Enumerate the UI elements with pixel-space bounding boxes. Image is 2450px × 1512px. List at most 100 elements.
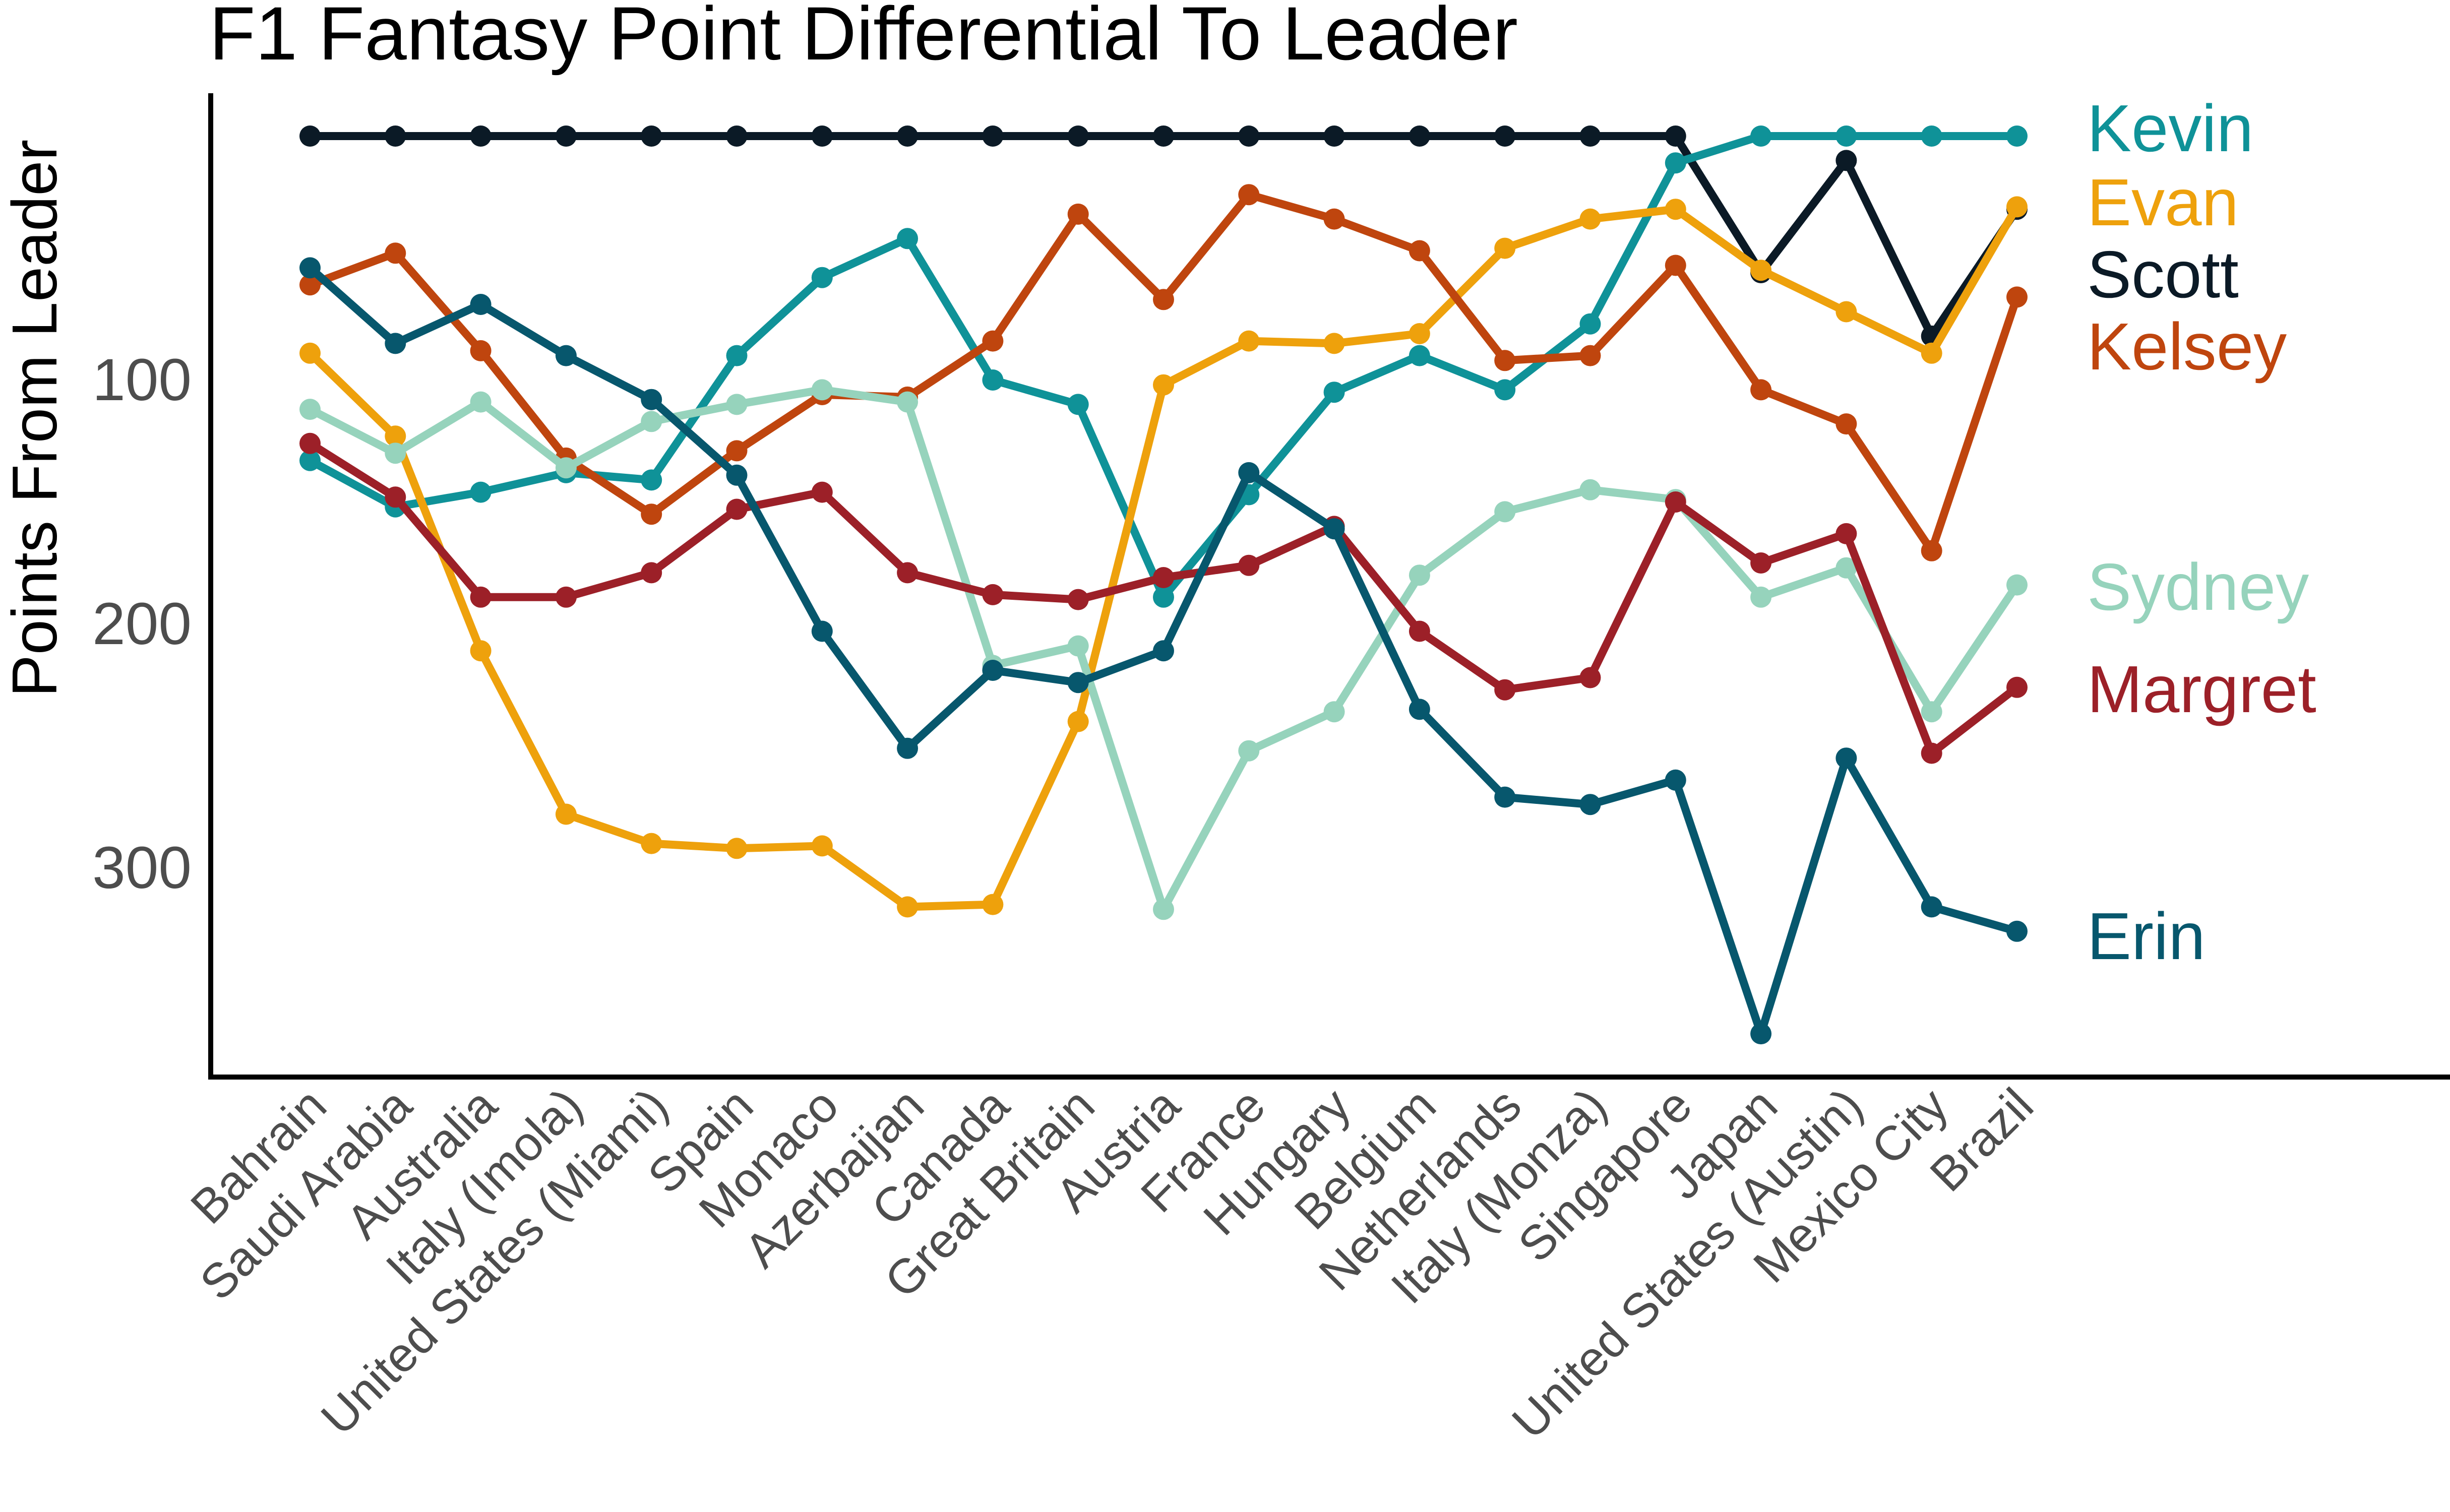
data-point xyxy=(811,267,833,288)
data-point xyxy=(1835,301,1857,323)
data-point xyxy=(897,562,918,584)
data-point xyxy=(1238,125,1260,147)
data-point xyxy=(470,391,492,413)
series-label-kevin: Kevin xyxy=(2087,91,2253,165)
data-point xyxy=(897,737,918,759)
data-point xyxy=(897,228,918,249)
data-point xyxy=(811,835,833,857)
data-point xyxy=(1750,125,1772,147)
data-point xyxy=(555,803,577,825)
data-point xyxy=(1665,125,1686,147)
data-point xyxy=(982,660,1004,681)
data-point xyxy=(470,640,492,662)
data-point xyxy=(811,620,833,642)
data-point xyxy=(1665,491,1686,513)
data-point xyxy=(641,469,662,491)
series-kelsey xyxy=(299,184,2028,561)
data-point xyxy=(299,342,321,364)
data-point xyxy=(1153,125,1174,147)
series-line xyxy=(306,191,2021,555)
data-point xyxy=(982,584,1004,605)
data-point xyxy=(641,389,662,410)
data-point xyxy=(1323,333,1345,354)
data-point xyxy=(1750,1023,1772,1045)
data-point xyxy=(1921,896,1942,918)
data-point xyxy=(1835,747,1857,769)
data-point xyxy=(299,274,321,296)
data-point xyxy=(299,125,321,147)
data-point xyxy=(299,257,321,279)
data-point xyxy=(470,340,492,361)
data-point xyxy=(641,833,662,854)
series-label-erin: Erin xyxy=(2087,899,2206,973)
data-point xyxy=(1921,342,1942,364)
data-point xyxy=(1579,208,1601,230)
data-point xyxy=(726,838,748,859)
data-point xyxy=(385,242,406,264)
data-point xyxy=(1238,740,1260,762)
data-point xyxy=(1494,679,1516,701)
data-point xyxy=(1665,255,1686,276)
data-point xyxy=(1494,237,1516,259)
data-point xyxy=(1494,125,1516,147)
data-point xyxy=(1579,794,1601,815)
data-point xyxy=(641,503,662,525)
series-layer xyxy=(299,125,2028,1045)
data-point xyxy=(1665,152,1686,174)
data-point xyxy=(1238,330,1260,352)
y-tick-label: 200 xyxy=(92,591,192,657)
data-point xyxy=(726,440,748,462)
data-point xyxy=(1238,462,1260,483)
data-point xyxy=(299,399,321,420)
data-point xyxy=(811,481,833,503)
data-point xyxy=(1408,699,1430,720)
data-point xyxy=(385,125,406,147)
y-tick-label: 100 xyxy=(92,347,192,413)
data-point xyxy=(1579,479,1601,500)
data-point xyxy=(1494,350,1516,371)
data-point xyxy=(641,562,662,584)
y-tick-label: 300 xyxy=(92,835,192,901)
data-point xyxy=(1921,701,1942,723)
data-point xyxy=(1067,394,1089,415)
data-point xyxy=(1750,379,1772,401)
series-label-kelsey: Kelsey xyxy=(2087,309,2287,384)
data-point xyxy=(1323,518,1345,540)
data-point xyxy=(897,391,918,413)
data-point xyxy=(2006,125,2028,147)
data-point xyxy=(1750,260,1772,281)
chart-title: F1 Fantasy Point Differential To Leader xyxy=(209,0,1518,76)
series-kevin xyxy=(299,125,2028,608)
data-point xyxy=(897,896,918,918)
data-point xyxy=(1579,313,1601,335)
data-point xyxy=(1067,125,1089,147)
data-point xyxy=(1579,345,1601,366)
data-point xyxy=(726,125,748,147)
data-point xyxy=(1323,208,1345,230)
data-point xyxy=(726,394,748,415)
series-label-evan: Evan xyxy=(2087,165,2239,239)
data-point xyxy=(385,486,406,508)
data-point xyxy=(982,330,1004,352)
series-label-margret: Margret xyxy=(2087,652,2316,726)
data-point xyxy=(1921,742,1942,764)
data-point xyxy=(641,411,662,432)
data-point xyxy=(1153,567,1174,588)
y-axis-title: Points From Leader xyxy=(0,140,70,698)
data-point xyxy=(1323,701,1345,723)
data-point xyxy=(1067,672,1089,694)
data-point xyxy=(1579,125,1601,147)
data-point xyxy=(2006,196,2028,218)
data-point xyxy=(1835,523,1857,544)
series-line xyxy=(306,132,2021,601)
data-point xyxy=(2006,676,2028,698)
data-point xyxy=(470,125,492,147)
data-point xyxy=(555,125,577,147)
data-point xyxy=(2006,286,2028,308)
data-point xyxy=(1323,382,1345,403)
data-point xyxy=(1238,184,1260,206)
data-point xyxy=(1153,374,1174,396)
data-point xyxy=(385,443,406,464)
series-evan xyxy=(299,196,2028,918)
